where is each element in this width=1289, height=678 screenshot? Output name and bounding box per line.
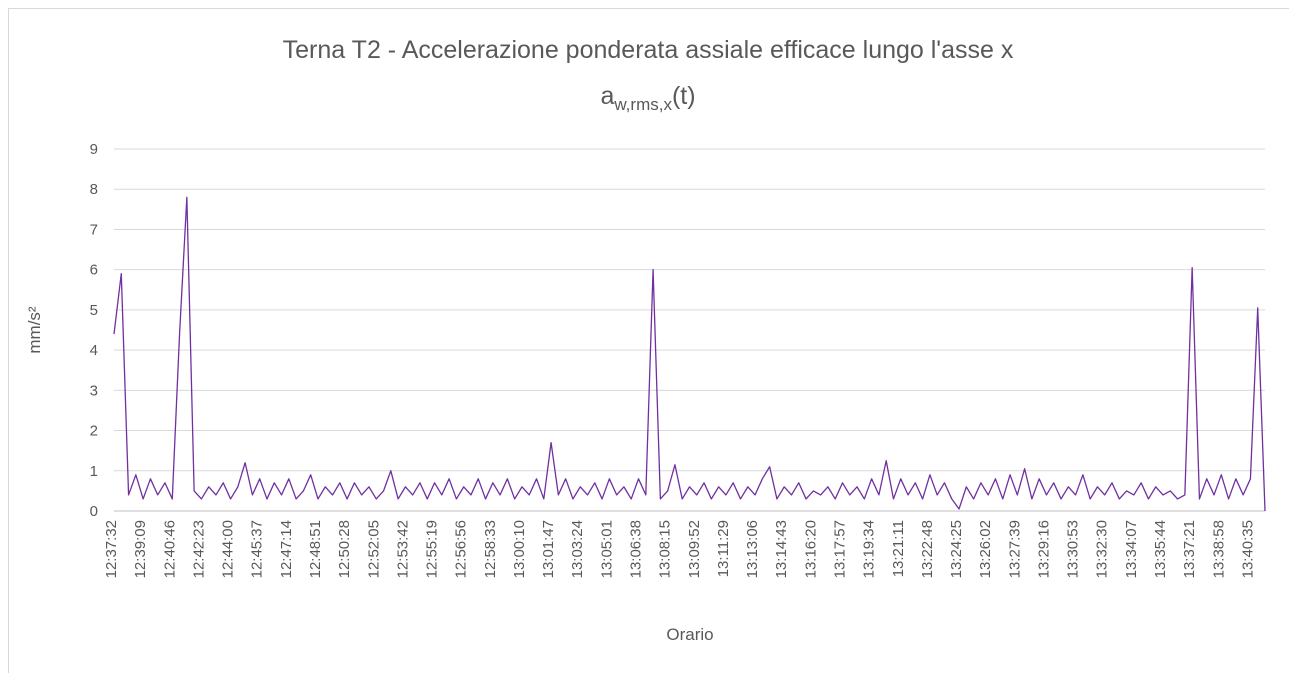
subtitle-suffix: (t)	[672, 82, 696, 110]
subtitle-subscript: w,rms,x	[613, 95, 672, 114]
x-tick-label: 13:34:07	[1123, 520, 1140, 578]
chart-title: Terna T2 - Accelerazione ponderata assia…	[283, 36, 1014, 64]
x-tick-label: 12:50:28	[336, 520, 353, 578]
x-tick-label: 13:26:02	[977, 520, 994, 578]
x-tick-label: 12:39:09	[132, 520, 149, 578]
x-tick-label: 12:53:42	[394, 520, 411, 578]
y-tick-label: 0	[90, 503, 98, 520]
x-tick-label: 13:37:21	[1181, 520, 1198, 578]
x-tick-label: 12:55:19	[424, 520, 441, 578]
x-tick-label: 12:58:33	[482, 520, 499, 578]
x-tick-label: 13:00:10	[511, 520, 528, 578]
x-axis-label: Orario	[666, 625, 713, 644]
x-tick-label: 13:24:25	[948, 520, 965, 578]
x-tick-label: 13:22:48	[919, 520, 936, 578]
y-tick-label: 8	[90, 181, 98, 198]
x-tick-label: 12:47:14	[278, 520, 295, 578]
y-tick-label: 4	[90, 342, 98, 359]
x-tick-label: 12:40:46	[161, 520, 178, 578]
subtitle-base: a	[600, 82, 614, 110]
x-tick-label: 12:52:05	[365, 520, 382, 578]
x-tick-label: 13:01:47	[540, 520, 557, 578]
x-tick-label: 13:08:15	[657, 520, 674, 578]
x-tick-label: 13:32:30	[1094, 520, 1111, 578]
y-tick-label: 2	[90, 423, 98, 440]
x-tick-label: 12:48:51	[307, 520, 324, 578]
x-tick-label: 13:19:34	[861, 520, 878, 578]
y-tick-label: 3	[90, 382, 98, 399]
x-tick-label: 13:09:52	[686, 520, 703, 578]
x-tick-label: 13:05:01	[598, 520, 615, 578]
y-tick-label: 9	[90, 141, 98, 158]
x-tick-label: 12:37:32	[103, 520, 120, 578]
x-tick-label: 13:40:35	[1239, 520, 1256, 578]
y-tick-label: 1	[90, 463, 98, 480]
y-axis-label: mm/s²	[25, 306, 44, 354]
x-tick-label: 12:45:37	[249, 520, 266, 578]
x-tick-label: 12:42:23	[190, 520, 207, 578]
x-tick-label: 12:44:00	[220, 520, 237, 578]
y-tick-label: 6	[90, 262, 98, 279]
x-tick-label: 13:35:44	[1152, 520, 1169, 578]
x-tick-label: 13:29:16	[1035, 520, 1052, 578]
x-tick-label: 13:16:20	[802, 520, 819, 578]
x-tick-label: 13:17:57	[831, 520, 848, 578]
x-tick-label: 12:56:56	[453, 520, 470, 578]
x-tick-label: 13:14:43	[773, 520, 790, 578]
x-tick-label: 13:30:53	[1065, 520, 1082, 578]
y-tick-label: 5	[90, 302, 98, 319]
x-tick-label: 13:03:24	[569, 520, 586, 578]
y-tick-label: 7	[90, 221, 98, 238]
x-tick-label: 13:38:58	[1210, 520, 1227, 578]
x-tick-label: 13:11:29	[715, 520, 732, 577]
x-tick-label: 13:13:06	[744, 520, 761, 578]
x-tick-label: 13:27:39	[1006, 520, 1023, 578]
x-tick-label: 13:21:11	[890, 520, 907, 577]
x-tick-label: 13:06:38	[628, 520, 645, 578]
